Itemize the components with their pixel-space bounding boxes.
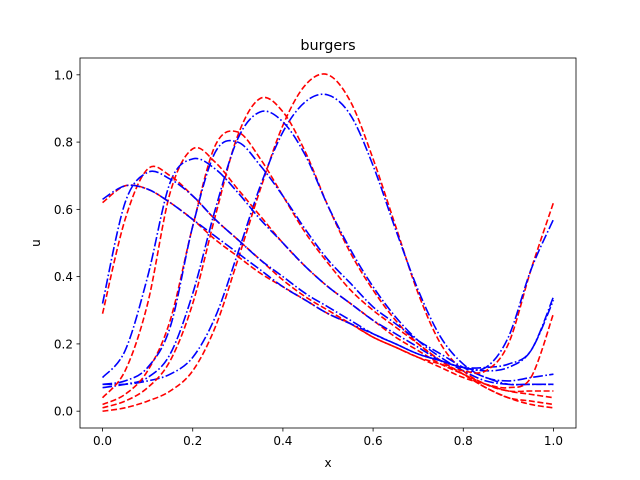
prediction-line-5 (102, 139, 554, 386)
x-tick-label: 1.0 (544, 434, 563, 448)
y-tick-label: 0.2 (54, 337, 73, 351)
y-tick-label: 1.0 (54, 68, 73, 82)
y-tick-label: 0.0 (54, 405, 73, 419)
prediction-line-11 (102, 184, 555, 371)
y-axis-label: u (29, 239, 43, 247)
prediction-line-9 (101, 170, 555, 369)
plot-frame (79, 57, 577, 429)
x-tick-label: 0.0 (93, 434, 112, 448)
x-axis-label: x (324, 456, 331, 470)
chart-title: burgers (300, 38, 355, 54)
y-tick-label: 0.4 (54, 270, 73, 284)
reference-line-8 (101, 165, 555, 389)
x-axis-ticks: 0.0 0.2 0.4 0.6 0.8 1.0 (93, 428, 563, 448)
y-tick-label: 0.8 (54, 136, 73, 150)
x-tick-label: 0.6 (364, 434, 383, 448)
y-tick-label: 0.6 (54, 203, 73, 217)
y-axis-ticks: 0.0 0.2 0.4 0.6 0.8 1.0 (54, 68, 80, 419)
reference-line-0 (102, 73, 554, 412)
x-tick-label: 0.4 (273, 434, 292, 448)
prediction-line-3 (102, 110, 554, 389)
reference-line-6 (101, 146, 554, 399)
x-tick-label: 0.2 (183, 434, 202, 448)
axes-layer (79, 57, 577, 429)
series-layer (101, 73, 555, 412)
x-tick-label: 0.8 (454, 434, 473, 448)
prediction-line-7 (101, 157, 555, 379)
